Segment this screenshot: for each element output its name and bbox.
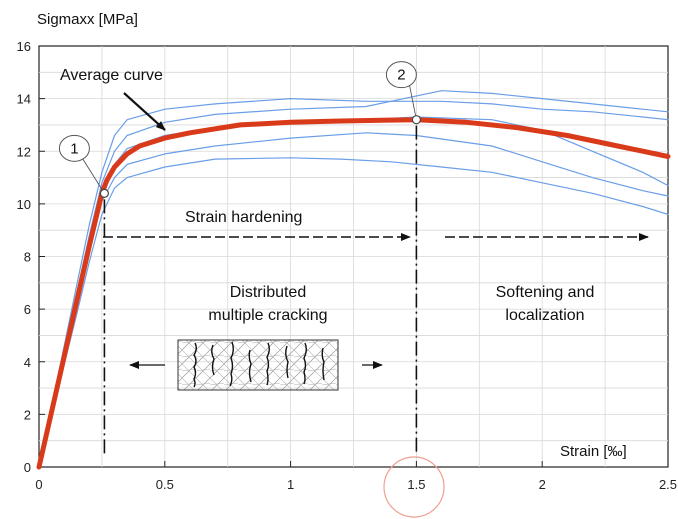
- y-tick-label: 2: [24, 407, 31, 422]
- x-tick-label: 1.5: [407, 477, 425, 492]
- point-leader-line: [408, 84, 417, 120]
- specimen-curve-line: [38, 98, 669, 468]
- point-label-bubble: [58, 134, 90, 162]
- x-tick-label: 1: [287, 477, 294, 492]
- y-tick-label: 10: [17, 197, 31, 212]
- softening-label-line1: Softening and: [496, 284, 595, 301]
- strain-hardening-label: Strain hardening: [185, 209, 302, 226]
- y-tick-label: 16: [17, 39, 31, 54]
- key-points: 12: [58, 61, 421, 198]
- average-curve-line: [36, 117, 671, 470]
- x-tick-label: 0: [35, 477, 42, 492]
- softening-label-line2: localization: [505, 307, 584, 324]
- y-tick-label: 12: [17, 144, 31, 159]
- point-label: 2: [397, 67, 405, 84]
- y-tick-label: 14: [17, 92, 31, 107]
- x-tick-label: 2: [539, 477, 546, 492]
- point-label: 1: [70, 140, 78, 157]
- x-tick-label: 0.5: [156, 477, 174, 492]
- distributed-label-line1: Distributed: [230, 284, 306, 301]
- y-tick-label: 6: [24, 302, 31, 317]
- y-tick-label: 0: [24, 460, 31, 475]
- specimen-curve-line: [38, 157, 669, 468]
- key-point-marker: [411, 115, 421, 125]
- key-point-marker: [99, 188, 110, 198]
- y-tick-label: 4: [24, 355, 31, 370]
- gridlines: [39, 46, 668, 467]
- y-axis-label: Sigmaxx [MPa]: [37, 11, 138, 28]
- highlight-circle: [383, 456, 445, 518]
- point-label-bubble: [385, 61, 417, 89]
- y-tick-label: 8: [24, 250, 31, 265]
- phase-boundaries: [103, 125, 418, 455]
- average-curve-pointer: [123, 92, 166, 131]
- distributed-label-line2: multiple cracking: [208, 307, 327, 324]
- cracking-schematic-image: [177, 339, 339, 391]
- series-group: [36, 90, 671, 470]
- average-curve-label: Average curve: [60, 67, 163, 84]
- point-leader-line: [82, 158, 105, 194]
- x-axis-label: Strain [‰]: [560, 443, 627, 460]
- x-tick-label: 2.5: [659, 477, 677, 492]
